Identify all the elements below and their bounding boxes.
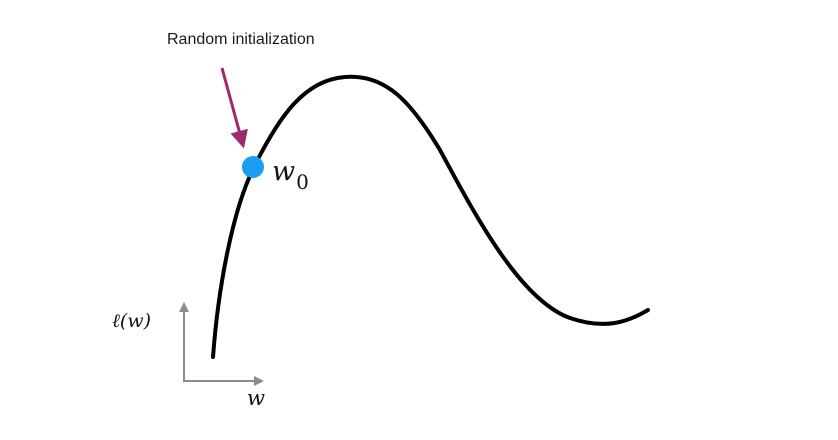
initialization-arrow [220, 67, 248, 149]
initial-weight-subscript: 0 [296, 170, 309, 194]
x-axis-label: w [247, 386, 265, 410]
axes [179, 302, 264, 386]
y-axis-label: ℓ(w) [112, 310, 152, 332]
loss-curve [211, 74, 650, 359]
initial-weight-label: w0 [272, 156, 309, 194]
random-initialization-label: Random initialization [167, 31, 315, 48]
initial-point-marker [242, 156, 264, 178]
initial-weight-base: w [272, 156, 296, 187]
